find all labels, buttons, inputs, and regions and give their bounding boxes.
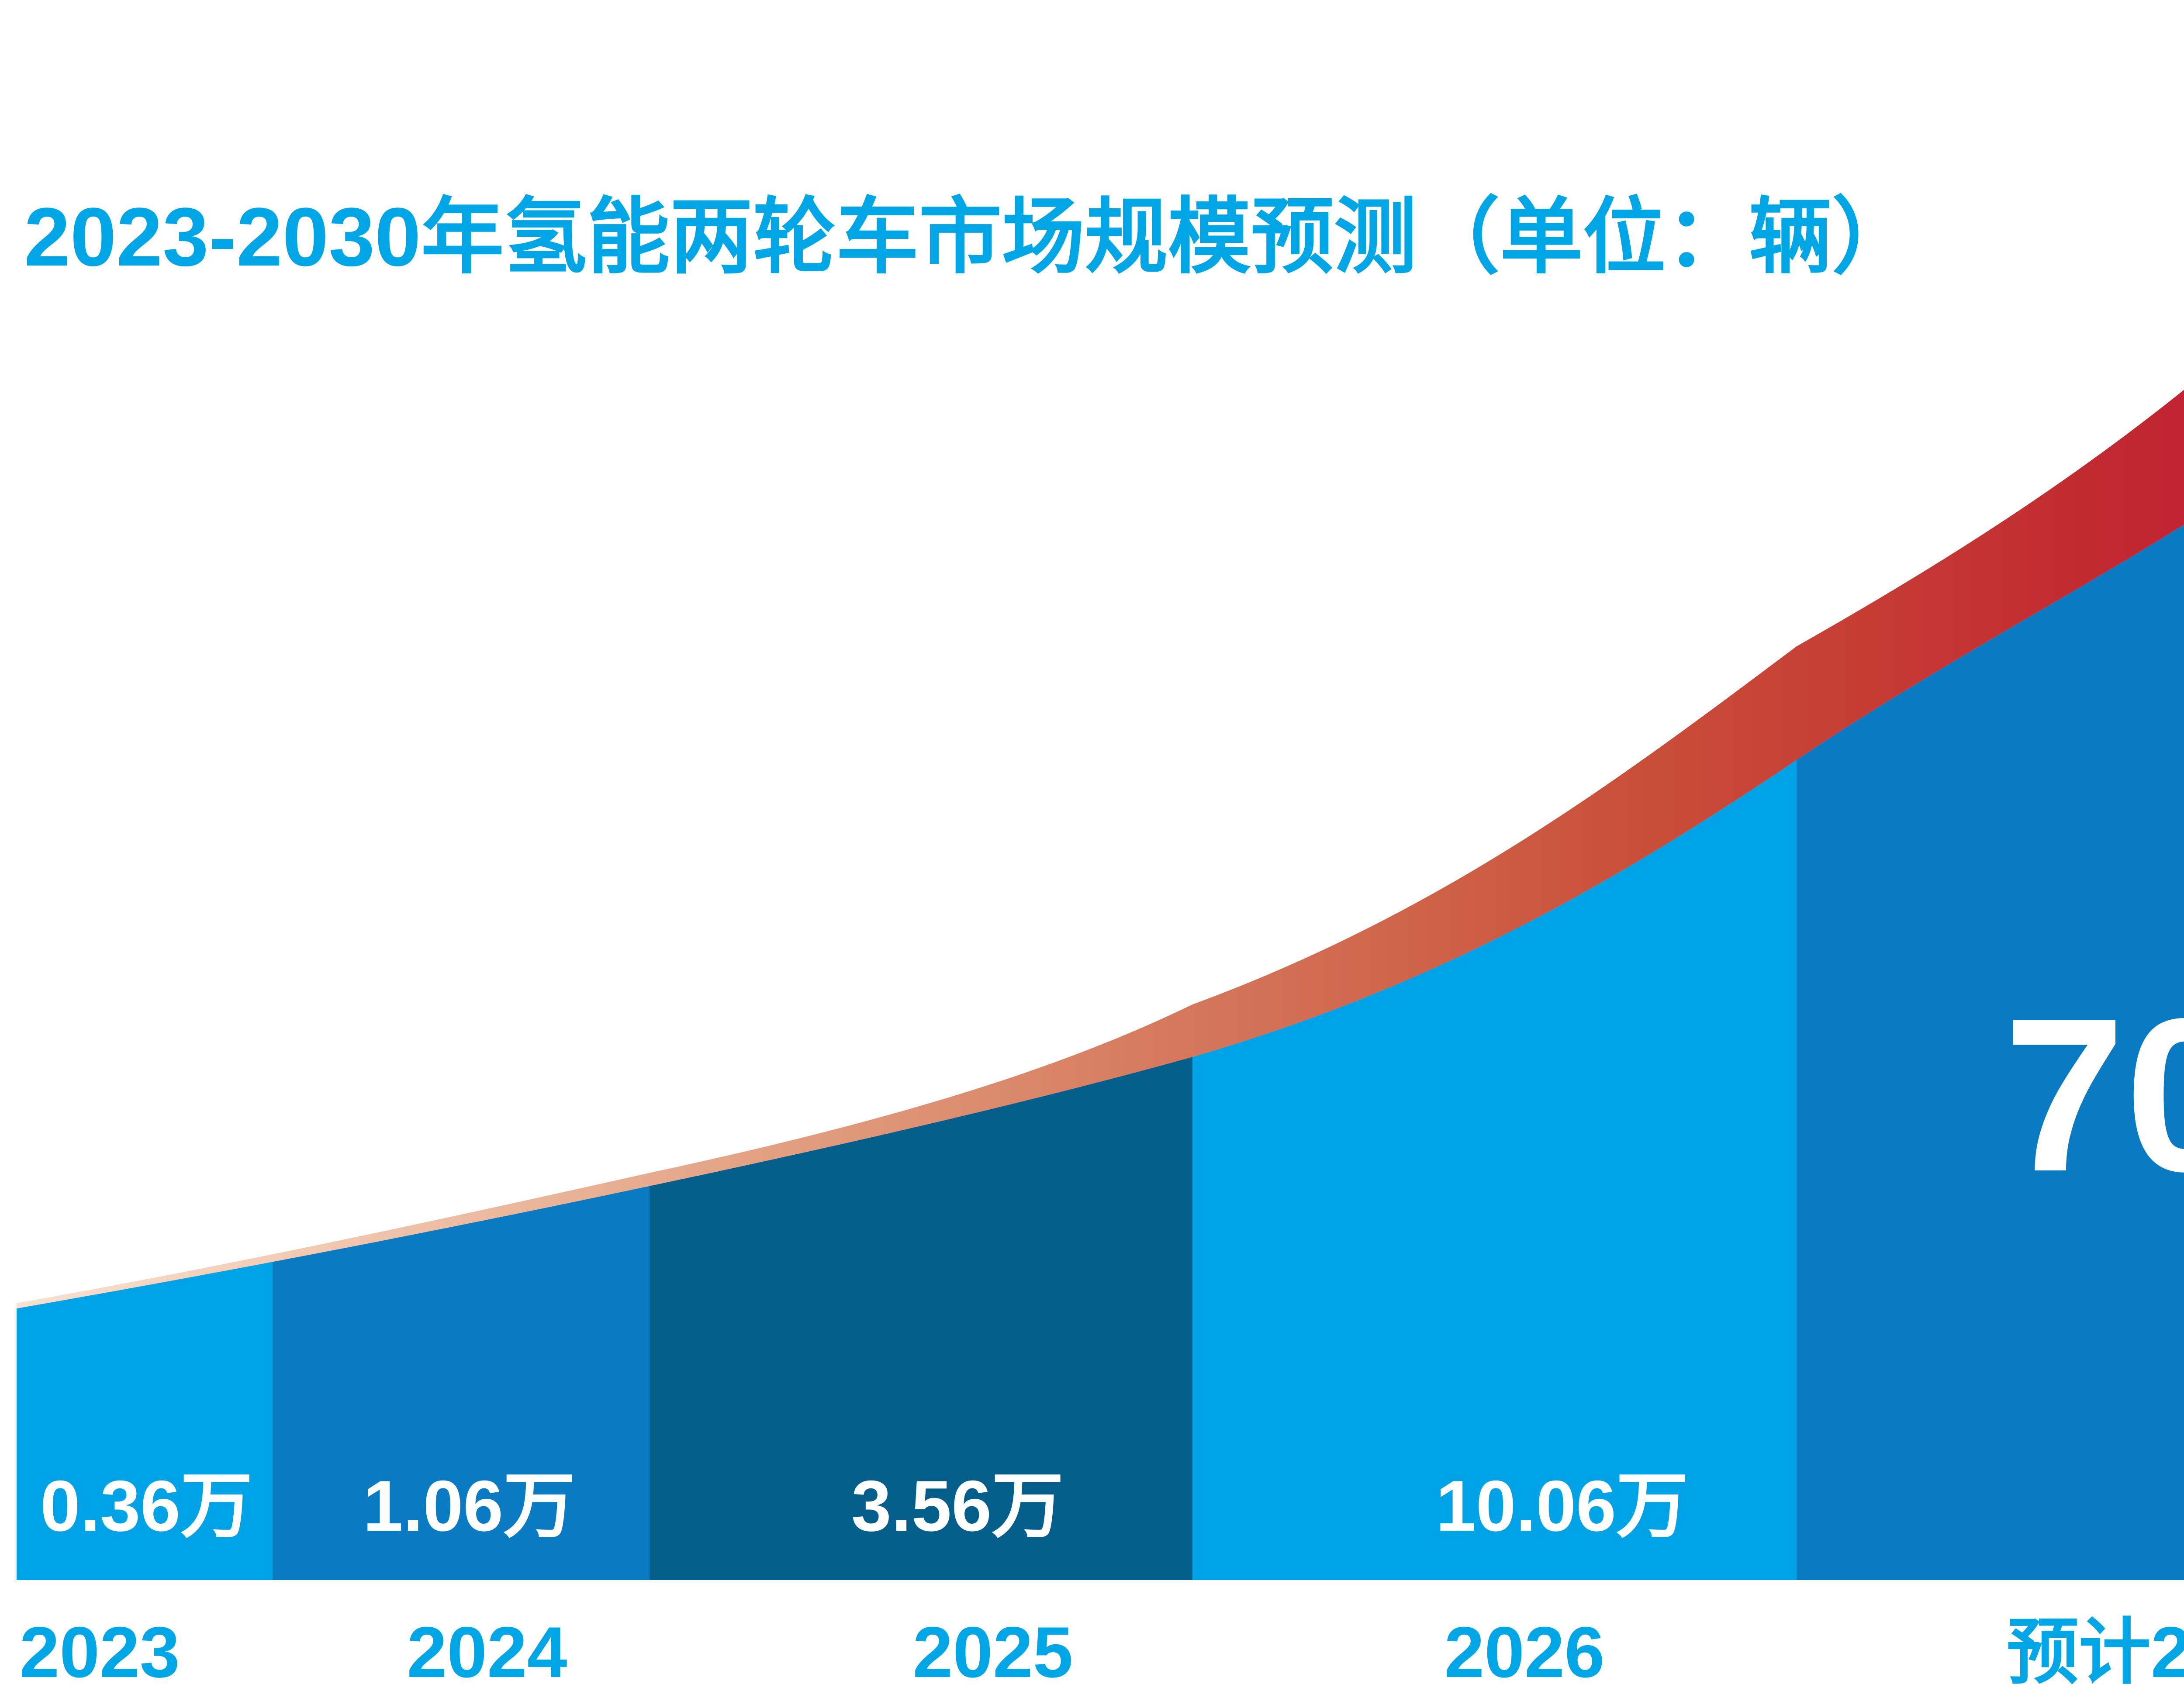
axis-label-2025: 2025 [912,1612,1073,1692]
axis-label-2024: 2024 [407,1612,567,1692]
value-label-2025: 3.56万 [851,1466,1064,1546]
value-label-2026: 10.06万 [1436,1466,1688,1546]
axis-label-2023: 2023 [19,1612,180,1692]
big-value-label: 70万 [2004,973,2184,1217]
value-label-2023: 0.36万 [40,1466,252,1546]
value-label-2024: 1.06万 [363,1466,575,1546]
chart-title: 2023-2030年氢能两轮车市场规模预测（单位：辆） [24,191,1915,283]
axis-label-2030: 预计2030年增长 [2007,1612,2184,1692]
axis-label-2026: 2026 [1444,1612,1604,1692]
